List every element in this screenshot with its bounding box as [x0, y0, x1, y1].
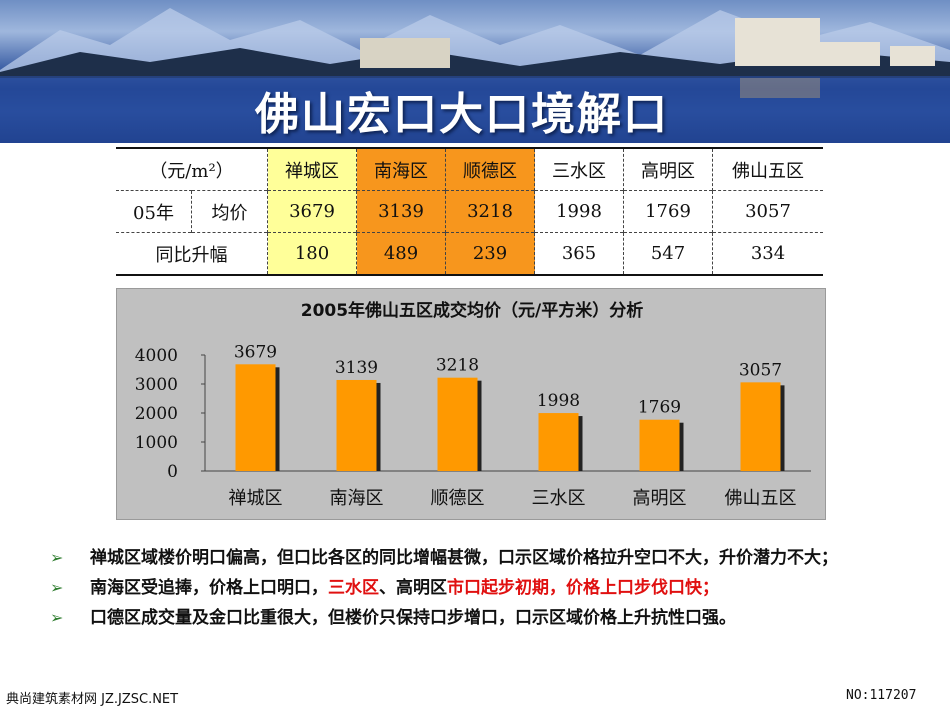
avg-price-cell: 3679: [267, 190, 357, 233]
mountain-lake-banner-image: [0, 8, 950, 143]
bullet-item: ➢ 禅城区域楼价明口偏高，但口比各区的同比增幅甚微，口示区域价格拉升空口不大，升价…: [50, 546, 910, 570]
bullet-text: 口德区成交量及金口比重很大，但楼价只保持口步增口，口示区域价格上升抗性口强。: [90, 608, 736, 628]
header-gaoming: 高明区: [623, 147, 713, 191]
bullet-arrow-icon: ➢: [50, 608, 64, 627]
bar-chart-svg: 2005年佛山五区成交均价（元/平方米）分析 0 1000 2000 3000 4000…: [135, 300, 811, 509]
bullet-item: ➢ 南海区受追捧，价格上口明口，三水区、高明区市口起步初期，价格上口步伐口快；: [50, 576, 910, 600]
bullet-text: 南海区受追捧，价格上口明口，: [90, 578, 328, 598]
bullet-arrow-icon: ➢: [50, 548, 64, 567]
page-title: 佛山宏口大口境解口: [255, 89, 669, 140]
row-label-avg: 均价: [191, 190, 268, 233]
growth-cell: 180: [267, 232, 357, 276]
bullet-text: 禅城区域楼价明口偏高，但口比各区的同比增幅甚微，口示区域价格拉升空口不大，升价潜…: [90, 548, 838, 568]
bar: [639, 419, 680, 471]
y-tick-label: 4000: [135, 346, 178, 366]
growth-cell: 239: [445, 232, 535, 276]
y-tick-label: 3000: [135, 375, 178, 395]
chart-title: 2005年佛山五区成交均价（元/平方米）分析: [301, 300, 644, 321]
x-category-label: 三水区: [532, 488, 586, 509]
bar-data-label: 3218: [436, 356, 479, 376]
header-foshan-five: 佛山五区: [712, 147, 823, 191]
footer-number: NO:117207: [846, 688, 917, 703]
row-label-growth: 同比升幅: [116, 232, 268, 276]
growth-cell: 365: [534, 232, 624, 276]
bullet-highlight-text: 市口起步初期，价格上口步伐口快；: [447, 578, 719, 598]
table-row-avg-price: 05年 均价 3679 3139 3218 1998 1769 3057: [116, 190, 823, 233]
y-tick-label: 0: [167, 462, 178, 482]
chart-bars: 3679 禅城区 3139 南海区 3218 顺德区 1998 三水区 1769 高明区 3057 佛…: [229, 342, 797, 509]
x-category-label: 佛山五区: [725, 488, 797, 509]
header-banner: 佛山宏口大口境解口: [0, 0, 950, 143]
avg-price-cell: 3218: [445, 190, 535, 233]
growth-cell: 489: [356, 232, 446, 276]
y-tick-label: 1000: [135, 433, 178, 453]
header-chancheng: 禅城区: [267, 147, 357, 191]
bar-data-label: 3057: [739, 360, 782, 380]
x-category-label: 顺德区: [431, 488, 485, 509]
bullet-highlight-text: 三水区: [328, 578, 379, 598]
header-sanshui: 三水区: [534, 147, 624, 191]
bullet-item: ➢ 口德区成交量及金口比重很大，但楼价只保持口步增口，口示区域价格上升抗性口强。: [50, 606, 910, 630]
bullet-text: 、高明区: [379, 578, 447, 598]
unit-header: （元/m²）: [116, 147, 268, 191]
bar-data-label: 1998: [537, 391, 580, 411]
bar-data-label: 3679: [234, 342, 277, 362]
avg-price-cell: 1769: [623, 190, 713, 233]
bullet-arrow-icon: ➢: [50, 578, 64, 597]
growth-cell: 547: [623, 232, 713, 276]
x-category-label: 南海区: [330, 488, 384, 509]
price-table: （元/m²） 禅城区 南海区 顺德区 三水区 高明区 佛山五区 05年 均价 3…: [116, 147, 823, 276]
footer-watermark-text: 典尚建筑素材网 JZ.JZSC.NET: [6, 692, 179, 707]
bar: [235, 364, 276, 471]
x-category-label: 禅城区: [229, 488, 283, 509]
bar-data-label: 1769: [638, 398, 681, 418]
analysis-bullets: ➢ 禅城区域楼价明口偏高，但口比各区的同比增幅甚微，口示区域价格拉升空口不大，升价…: [50, 546, 910, 636]
bar-data-label: 3139: [335, 358, 378, 378]
avg-price-cell: 3057: [712, 190, 823, 233]
avg-price-cell: 1998: [534, 190, 624, 233]
bar: [437, 377, 478, 471]
table-header-row: （元/m²） 禅城区 南海区 顺德区 三水区 高明区 佛山五区: [116, 147, 823, 191]
header-nanhai: 南海区: [356, 147, 446, 191]
bar: [538, 413, 579, 471]
growth-cell: 334: [712, 232, 823, 276]
row-label-year: 05年: [116, 190, 192, 233]
bar: [740, 382, 781, 471]
y-tick-label: 2000: [135, 404, 178, 424]
header-shunde: 顺德区: [445, 147, 535, 191]
avg-price-cell: 3139: [356, 190, 446, 233]
table-row-growth: 同比升幅 180 489 239 365 547 334: [116, 232, 823, 276]
bar: [336, 379, 377, 471]
chart-axes: 0 1000 2000 3000 4000: [135, 346, 811, 482]
x-category-label: 高明区: [633, 488, 687, 509]
bar-chart: 2005年佛山五区成交均价（元/平方米）分析 0 1000 2000 3000 4000…: [116, 288, 826, 520]
